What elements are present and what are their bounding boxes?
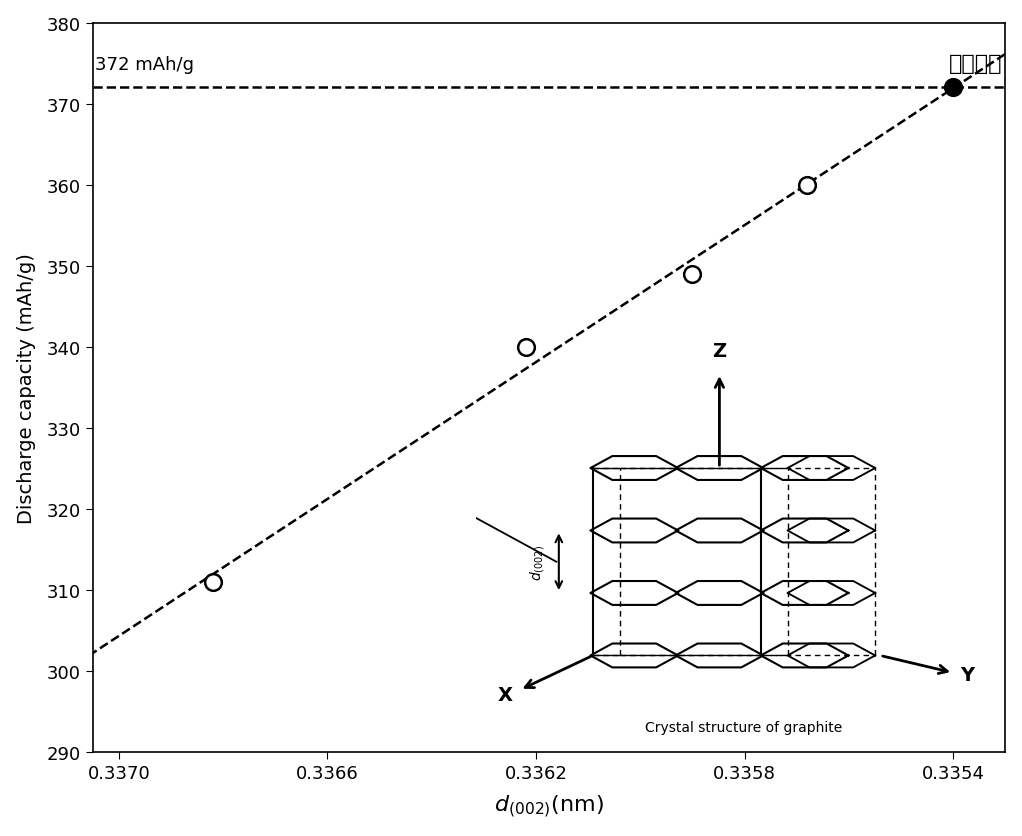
Text: 372 mAh/g: 372 mAh/g [95,56,194,74]
X-axis label: $d_{(002)}$(nm): $d_{(002)}$(nm) [495,793,604,819]
Y-axis label: Discharge capacity (mAh/g): Discharge capacity (mAh/g) [16,252,36,523]
Text: 理論容量: 理論容量 [949,54,1003,74]
